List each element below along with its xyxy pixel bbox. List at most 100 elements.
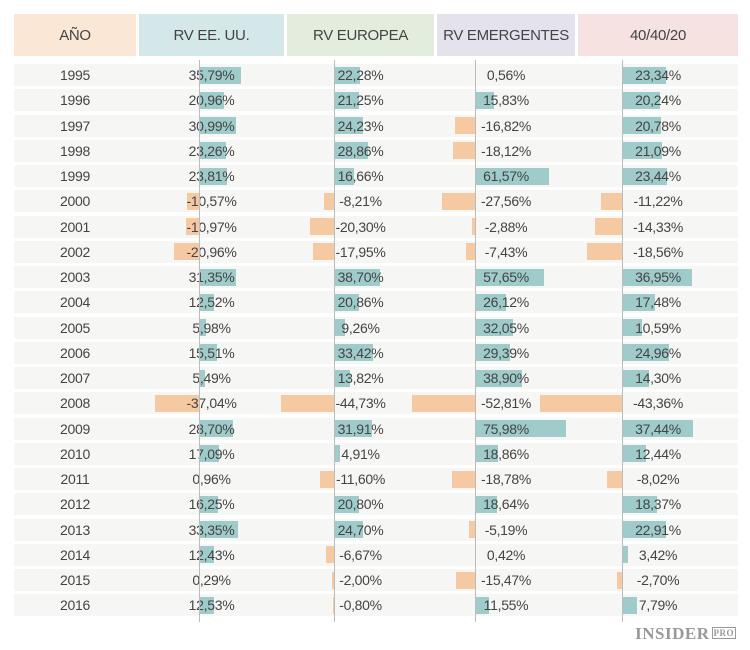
rv-usa-value: 31,35%	[188, 269, 235, 285]
rv-usa-value: 17,09%	[188, 445, 235, 462]
rv-europe-value: 21,25%	[337, 92, 384, 109]
mix-40-40-20-value: 7,79%	[638, 597, 678, 614]
rv-emerging-value: 0,42%	[486, 546, 526, 563]
rv-emerging-bar	[456, 571, 475, 589]
rv-europe-bar	[331, 571, 334, 589]
mix-40-40-20-value: -11,22%	[633, 193, 683, 210]
mix-40-40-20-value: 23,44%	[635, 168, 681, 184]
table-row: 1997 30,99% 24,23% -16,82% 20,78%	[14, 114, 738, 137]
rv-europe-value: 4,91%	[341, 445, 380, 462]
mix-40-40-20-bar	[539, 394, 622, 412]
year-value: 2010	[60, 445, 90, 462]
rv-europe-bar	[312, 243, 334, 261]
rv-europe-value: 38,70%	[337, 269, 384, 285]
year-value: 1997	[60, 117, 90, 134]
year-value: 2001	[60, 218, 90, 235]
year-value: 2006	[60, 344, 90, 361]
year-value: 1999	[60, 168, 90, 184]
mix-40-40-20-value: 17,48%	[635, 294, 681, 311]
rv-usa-value: 16,25%	[188, 496, 235, 513]
rv-usa-bar	[199, 596, 214, 614]
zero-axis	[334, 60, 335, 622]
mix-40-40-20-bar	[586, 243, 622, 261]
rv-emerging-value: -2,88%	[484, 218, 528, 235]
mix-40-40-20-bar	[622, 319, 643, 336]
mix-40-40-20-value: 23,34%	[635, 67, 681, 83]
rv-emerging-bar	[475, 344, 511, 362]
mix-40-40-20-bar	[622, 546, 629, 564]
year-value: 2016	[60, 597, 90, 614]
rv-emerging-value: 61,57%	[483, 168, 529, 184]
rv-usa-value: 12,43%	[188, 546, 235, 563]
mix-40-40-20-bar	[622, 91, 661, 109]
rv-usa-value: 0,29%	[192, 572, 231, 588]
header-rv-usa: RV EE. UU.	[139, 14, 284, 56]
rv-usa-bar	[199, 142, 227, 160]
rv-emerging-value: 18,86%	[483, 445, 529, 462]
rv-usa-bar	[199, 117, 236, 134]
mix-40-40-20-value: 20,24%	[635, 92, 681, 109]
table-row: 2011 0,96% -11,60% -18,78% -8,02%	[14, 468, 738, 490]
rv-usa-bar	[199, 167, 228, 185]
rv-europe-bar	[334, 142, 369, 160]
table-row: 2000 -10,57% -8,21% -27,56% -11,22%	[14, 190, 738, 213]
rv-usa-value: -20,96%	[186, 243, 237, 260]
rv-emerging-value: -18,12%	[480, 142, 532, 159]
mix-40-40-20-bar	[622, 420, 694, 437]
table-row: 1999 23,81% 16,66% 61,57% 23,44%	[14, 165, 738, 187]
rv-usa-value: -10,97%	[186, 218, 237, 235]
rv-emerging-bar	[454, 117, 475, 134]
rv-europe-bar	[310, 218, 334, 235]
mix-40-40-20-bar	[622, 66, 667, 84]
mix-40-40-20-bar	[622, 117, 662, 134]
table-row: 2002 -20,96% -17,95% -7,43% -18,56%	[14, 240, 738, 263]
mix-40-40-20-bar	[622, 369, 650, 387]
mix-40-40-20-bar	[622, 521, 666, 538]
table-row: 2012 16,25% 20,80% 18,64% 18,37%	[14, 493, 738, 516]
table-row: 2015 0,29% -2,00% -15,47% -2,70%	[14, 569, 738, 591]
rv-europe-bar	[334, 66, 361, 84]
rv-europe-value: 9,26%	[341, 319, 380, 336]
rv-usa-value: 23,81%	[188, 168, 235, 184]
rv-emerging-bar	[475, 268, 545, 286]
rv-usa-value: 23,26%	[188, 142, 235, 159]
insider-pro-logo: INSIDER PRO	[635, 624, 736, 644]
year-value: 2000	[60, 193, 90, 210]
rv-emerging-value: -16,82%	[480, 117, 532, 134]
rv-europe-bar	[334, 420, 372, 437]
year-value: 2014	[60, 546, 90, 563]
rv-europe-value: 22,28%	[337, 67, 384, 83]
rv-europe-value: -17,95%	[335, 243, 386, 260]
rv-europe-bar	[334, 117, 363, 134]
rv-usa-value: -10,57%	[186, 193, 237, 210]
table-row: 2007 5,49% 13,82% 38,90% 14,30%	[14, 367, 738, 389]
rv-europe-bar	[326, 546, 334, 564]
rv-usa-bar	[199, 344, 218, 362]
mix-40-40-20-bar	[622, 142, 663, 160]
mix-40-40-20-bar	[622, 293, 656, 311]
rv-usa-value: -37,04%	[186, 395, 237, 412]
rv-emerging-value: 15,83%	[483, 92, 529, 109]
rv-emerging-value: -7,43%	[484, 243, 528, 260]
mix-40-40-20-bar	[622, 344, 670, 362]
mix-40-40-20-bar	[606, 470, 622, 488]
mix-40-40-20-value: -8,02%	[636, 471, 680, 487]
rv-usa-bar	[199, 369, 206, 387]
mix-40-40-20-value: -18,56%	[632, 243, 684, 260]
rv-emerging-bar	[475, 495, 498, 513]
mix-40-40-20-value: -43,36%	[632, 395, 684, 412]
rv-emerging-bar	[475, 596, 489, 614]
zero-axis	[475, 60, 476, 622]
rv-usa-value: 0,96%	[192, 471, 231, 487]
rv-europe-bar	[320, 470, 334, 488]
rv-europe-value: 16,66%	[337, 168, 384, 184]
table-row: 2005 5,98% 9,26% 32,05% 10,59%	[14, 316, 738, 339]
mix-40-40-20-bar	[622, 445, 646, 463]
rv-europe-value: 24,23%	[337, 117, 384, 134]
year-value: 2012	[60, 496, 90, 513]
rv-emerging-value: 29,39%	[483, 344, 529, 361]
rv-usa-value: 12,53%	[188, 597, 235, 614]
table-row: 2010 17,09% 4,91% 18,86% 12,44%	[14, 442, 738, 465]
mix-40-40-20-bar	[622, 596, 637, 614]
rv-usa-value: 28,70%	[188, 420, 235, 437]
